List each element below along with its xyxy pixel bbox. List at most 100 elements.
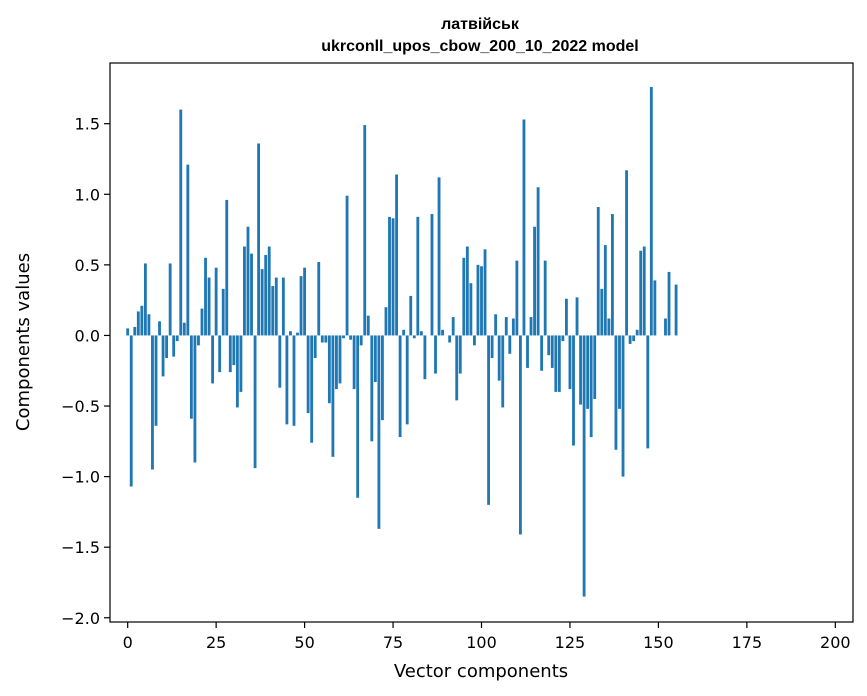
bar-27 xyxy=(221,288,225,336)
bar-120 xyxy=(550,335,554,368)
bar-119 xyxy=(547,335,551,356)
bar-33 xyxy=(243,246,246,336)
y-axis-ticks: −2.0 −1.5 −1.0 −0.5 0.0 0.5 1.0 1.5 xyxy=(61,115,110,628)
bar-11 xyxy=(165,335,169,359)
bar-139 xyxy=(618,335,621,409)
bar-22 xyxy=(204,257,207,336)
bar-19 xyxy=(193,335,197,463)
bar-114 xyxy=(529,317,533,336)
bar-84 xyxy=(423,335,427,380)
bar-153 xyxy=(667,271,671,336)
bar-142 xyxy=(628,335,632,344)
bar-40 xyxy=(267,246,271,336)
bar-61 xyxy=(342,335,345,339)
bar-6 xyxy=(147,314,151,336)
bar-series xyxy=(126,86,867,597)
y-tick-label-7: 1.5 xyxy=(75,115,100,134)
bar-99 xyxy=(476,264,480,336)
bar-30 xyxy=(232,335,236,366)
bar-66 xyxy=(359,335,363,346)
bar-143 xyxy=(632,335,636,342)
bar-105 xyxy=(497,335,501,381)
bar-131 xyxy=(589,335,593,438)
y-tick-label-4: 0.0 xyxy=(75,326,100,345)
bar-138 xyxy=(614,335,618,450)
bar-42 xyxy=(274,277,278,336)
bar-91 xyxy=(448,335,452,343)
x-tick-label-0: 0 xyxy=(123,633,133,652)
bar-117 xyxy=(540,335,544,371)
bar-2 xyxy=(133,326,137,336)
bar-137 xyxy=(610,214,614,336)
bar-17 xyxy=(186,164,190,336)
bar-109 xyxy=(511,318,515,336)
bar-73 xyxy=(384,307,388,336)
bar-100 xyxy=(480,266,483,336)
bar-80 xyxy=(409,295,413,336)
bar-112 xyxy=(522,119,526,336)
bar-41 xyxy=(271,286,275,336)
bar-67 xyxy=(363,125,367,336)
bar-108 xyxy=(508,335,512,354)
bar-28 xyxy=(225,199,229,336)
bar-43 xyxy=(278,335,282,388)
bar-39 xyxy=(264,254,268,336)
bar-23 xyxy=(207,277,211,336)
bar-111 xyxy=(519,335,522,535)
bar-78 xyxy=(402,329,406,336)
x-axis-title: Vector components xyxy=(394,661,568,682)
bar-148 xyxy=(649,86,653,336)
bar-16 xyxy=(182,322,186,336)
bar-87 xyxy=(434,335,437,374)
bar-36 xyxy=(253,335,257,469)
bar-79 xyxy=(405,335,409,425)
plot-frame xyxy=(109,62,854,623)
bar-126 xyxy=(572,335,575,446)
bar-101 xyxy=(483,249,487,336)
x-tick-label-7: 175 xyxy=(732,633,763,652)
bar-56 xyxy=(324,335,328,343)
bar-96 xyxy=(465,246,469,336)
bar-38 xyxy=(260,269,264,336)
bar-57 xyxy=(327,335,331,404)
bar-55 xyxy=(320,335,324,343)
bar-155 xyxy=(674,284,678,336)
bar-65 xyxy=(356,335,360,498)
bar-21 xyxy=(200,308,204,336)
bar-53 xyxy=(313,335,317,359)
bar-147 xyxy=(646,335,650,449)
bar-107 xyxy=(504,317,508,336)
bar-129 xyxy=(582,335,586,597)
bar-95 xyxy=(462,257,466,336)
bar-69 xyxy=(370,335,374,442)
bar-59 xyxy=(335,335,338,390)
bar-113 xyxy=(526,335,529,368)
bar-89 xyxy=(441,329,444,336)
bar-29 xyxy=(228,335,232,373)
bar-3 xyxy=(136,311,140,336)
bar-18 xyxy=(189,335,193,419)
bar-140 xyxy=(621,335,625,477)
bar-146 xyxy=(642,246,646,336)
bar-1 xyxy=(129,335,133,487)
y-tick-label-2: −1.0 xyxy=(61,468,100,487)
bar-135 xyxy=(603,245,607,336)
bar-152 xyxy=(664,318,667,336)
bar-52 xyxy=(310,335,314,443)
x-tick-label-3: 75 xyxy=(383,633,403,652)
x-tick-label-5: 125 xyxy=(555,633,586,652)
bar-118 xyxy=(543,260,547,336)
x-axis-ticks: 0 25 50 75 100 125 150 175 200 xyxy=(123,622,851,652)
bar-15 xyxy=(179,109,183,336)
bar-31 xyxy=(235,335,239,408)
bar-9 xyxy=(158,321,161,336)
bar-45 xyxy=(285,335,289,425)
bar-98 xyxy=(473,335,476,346)
bar-128 xyxy=(579,335,582,405)
bar-97 xyxy=(469,283,473,336)
bar-104 xyxy=(494,314,498,336)
bar-44 xyxy=(281,277,285,336)
bar-133 xyxy=(596,206,600,336)
x-tick-label-4: 100 xyxy=(466,633,497,652)
